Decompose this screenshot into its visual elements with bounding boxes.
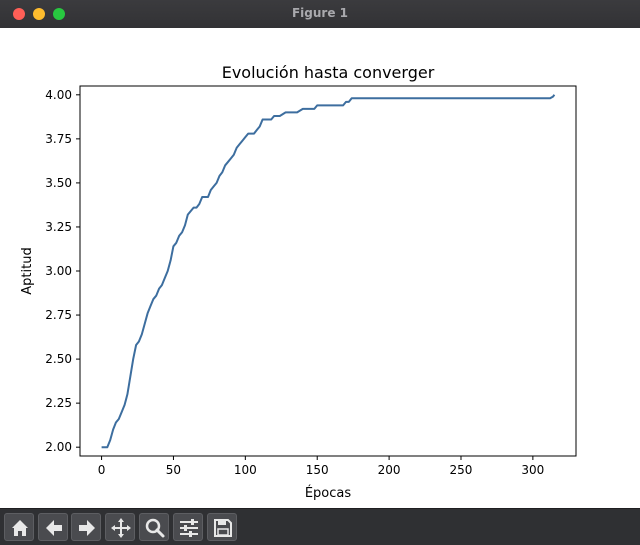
x-axis-ticks: 0 50 100 150 200 250 300 — [98, 456, 544, 477]
y-tick-label: 3.50 — [45, 176, 72, 190]
home-button[interactable] — [4, 513, 34, 541]
forward-button[interactable] — [71, 513, 101, 541]
pan-button[interactable] — [105, 513, 135, 541]
forward-arrow-icon — [79, 520, 95, 536]
y-tick-label: 4.00 — [45, 88, 72, 102]
zoom-magnifier-icon — [145, 518, 165, 538]
y-tick-label: 3.00 — [45, 264, 72, 278]
minimize-window-button[interactable] — [33, 8, 45, 20]
save-button[interactable] — [207, 513, 237, 541]
y-tick-label: 2.50 — [45, 352, 72, 366]
close-window-button[interactable] — [13, 8, 25, 20]
x-tick-label: 250 — [450, 463, 473, 477]
x-tick-label: 200 — [378, 463, 401, 477]
title-bar[interactable]: Figure 1 — [0, 0, 640, 29]
figure-canvas[interactable]: Evolución hasta converger 0 50 100 150 200 25… — [0, 28, 640, 508]
y-tick-label: 2.75 — [45, 308, 72, 322]
maximize-window-button[interactable] — [53, 8, 65, 20]
x-axis-label: Épocas — [305, 485, 352, 501]
line-chart: Evolución hasta converger 0 50 100 150 200 25… — [20, 63, 577, 501]
y-tick-label: 3.75 — [45, 132, 72, 146]
home-icon — [12, 520, 28, 536]
y-axis-label: Aptitud — [20, 247, 35, 294]
navigation-toolbar — [0, 508, 640, 545]
save-floppy-icon — [214, 519, 232, 537]
back-button[interactable] — [38, 513, 68, 541]
zoom-button[interactable] — [139, 513, 169, 541]
y-tick-label: 2.00 — [45, 440, 72, 454]
configure-subplots-icon — [180, 519, 198, 537]
pan-move-icon — [111, 518, 131, 538]
y-tick-label: 3.25 — [45, 220, 72, 234]
series-line — [101, 94, 556, 449]
x-tick-label: 50 — [166, 463, 181, 477]
x-tick-label: 100 — [234, 463, 257, 477]
configure-subplots-button[interactable] — [173, 513, 203, 541]
x-tick-label: 300 — [521, 463, 544, 477]
y-tick-label: 2.25 — [45, 396, 72, 410]
chart-title: Evolución hasta converger — [222, 63, 435, 82]
window-title: Figure 1 — [291, 6, 349, 20]
back-arrow-icon — [46, 520, 62, 536]
x-tick-label: 150 — [306, 463, 329, 477]
x-tick-label: 0 — [98, 463, 106, 477]
plot-area-frame — [79, 85, 577, 457]
y-axis-ticks: 2.00 2.25 2.50 2.75 3.00 3.25 3.50 3.75 4.00 — [45, 88, 80, 454]
